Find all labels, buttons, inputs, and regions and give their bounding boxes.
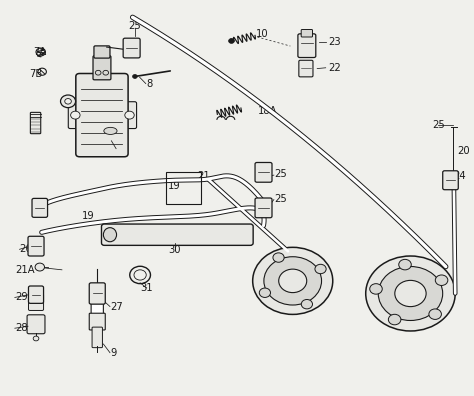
Text: 21: 21 [197, 171, 210, 181]
FancyBboxPatch shape [89, 283, 105, 304]
Text: 28: 28 [15, 323, 27, 333]
Text: 31: 31 [140, 283, 153, 293]
Circle shape [429, 309, 441, 320]
Circle shape [366, 256, 455, 331]
FancyBboxPatch shape [28, 236, 44, 256]
Text: 7B: 7B [29, 69, 42, 79]
Text: 9: 9 [110, 348, 116, 358]
Circle shape [301, 299, 312, 309]
Text: 7: 7 [30, 120, 37, 130]
Text: 19: 19 [168, 181, 181, 191]
Circle shape [435, 275, 448, 286]
Circle shape [378, 267, 443, 320]
Ellipse shape [103, 228, 117, 242]
FancyBboxPatch shape [299, 60, 313, 77]
Text: 8: 8 [147, 78, 153, 89]
Circle shape [125, 111, 134, 119]
Circle shape [264, 257, 321, 305]
Text: 22: 22 [328, 63, 341, 73]
Circle shape [370, 284, 382, 294]
FancyBboxPatch shape [27, 315, 45, 334]
Ellipse shape [104, 128, 117, 135]
Text: 25: 25 [128, 21, 141, 31]
Text: 7A: 7A [33, 47, 46, 57]
FancyBboxPatch shape [32, 198, 47, 217]
Circle shape [35, 263, 45, 271]
Text: 10: 10 [256, 29, 268, 39]
Circle shape [133, 74, 137, 78]
Text: 29: 29 [15, 292, 27, 303]
FancyBboxPatch shape [30, 112, 41, 134]
Text: 19: 19 [82, 211, 94, 221]
FancyBboxPatch shape [298, 34, 316, 57]
FancyBboxPatch shape [255, 198, 272, 218]
FancyBboxPatch shape [92, 327, 102, 348]
Circle shape [71, 111, 80, 119]
Circle shape [228, 38, 234, 43]
Circle shape [259, 288, 271, 297]
Text: 30: 30 [169, 245, 181, 255]
Circle shape [399, 259, 411, 270]
Circle shape [315, 264, 326, 274]
FancyBboxPatch shape [122, 102, 137, 129]
Circle shape [273, 253, 284, 262]
FancyBboxPatch shape [101, 224, 253, 246]
FancyBboxPatch shape [68, 102, 82, 129]
Text: 21A: 21A [15, 265, 35, 275]
Text: 5: 5 [118, 144, 124, 154]
Circle shape [103, 70, 109, 75]
Circle shape [395, 280, 426, 307]
Text: 6: 6 [63, 99, 69, 109]
Text: 25: 25 [432, 120, 445, 130]
Circle shape [95, 70, 101, 75]
FancyBboxPatch shape [76, 74, 128, 157]
Circle shape [388, 314, 401, 325]
Text: 23: 23 [328, 37, 341, 47]
Text: 26: 26 [19, 244, 32, 254]
Circle shape [279, 269, 307, 293]
Text: 25: 25 [274, 169, 287, 179]
Text: 27: 27 [110, 301, 123, 312]
FancyBboxPatch shape [91, 289, 103, 318]
FancyBboxPatch shape [255, 162, 272, 182]
FancyBboxPatch shape [89, 313, 105, 330]
Text: 18A: 18A [257, 106, 277, 116]
Circle shape [253, 248, 333, 314]
FancyBboxPatch shape [94, 46, 110, 58]
Circle shape [33, 336, 39, 341]
Text: 20: 20 [457, 146, 470, 156]
FancyBboxPatch shape [301, 29, 312, 37]
Text: 24: 24 [453, 171, 465, 181]
Text: 25: 25 [274, 194, 287, 204]
FancyBboxPatch shape [123, 38, 140, 58]
FancyBboxPatch shape [28, 286, 44, 303]
Circle shape [61, 95, 75, 108]
FancyBboxPatch shape [93, 56, 111, 80]
Circle shape [65, 99, 72, 104]
FancyBboxPatch shape [443, 171, 458, 190]
FancyBboxPatch shape [28, 294, 44, 310]
